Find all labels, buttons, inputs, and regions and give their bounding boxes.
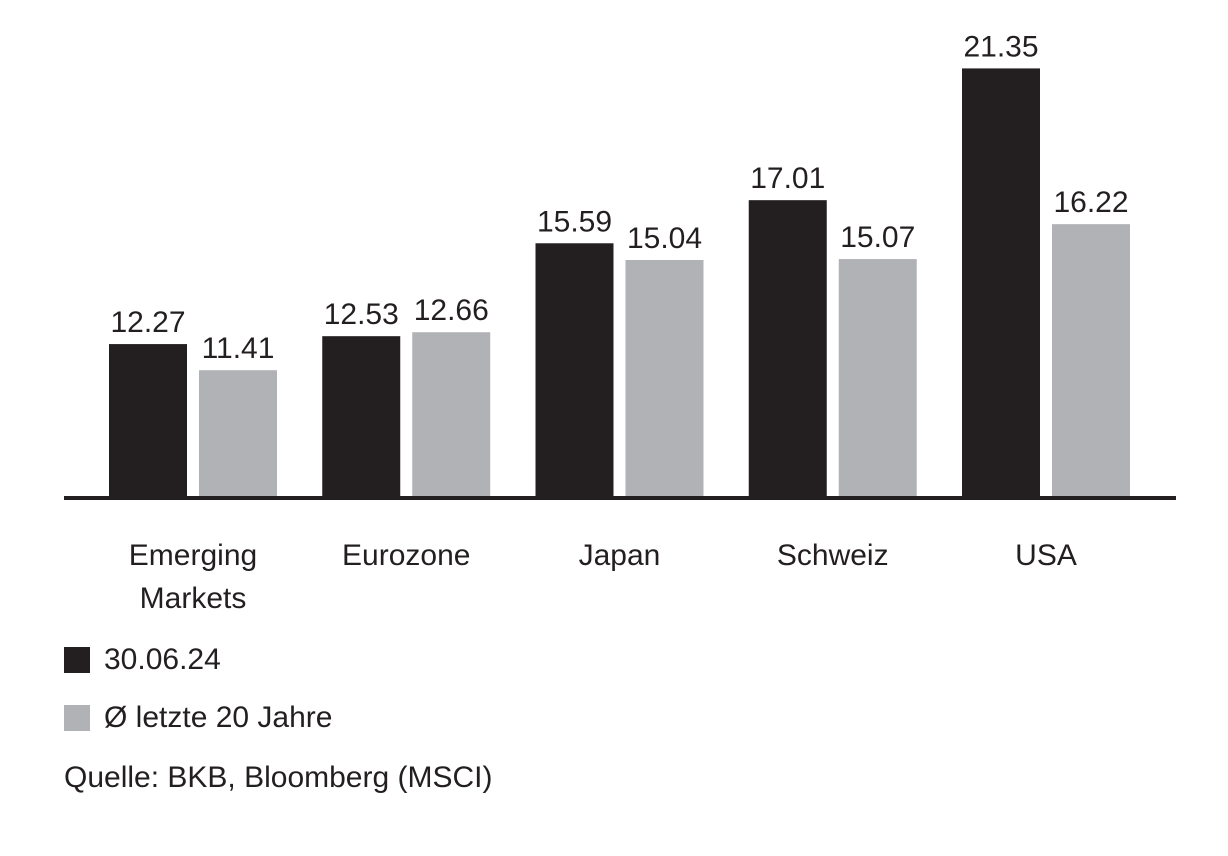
data-label-average-4: 16.22 bbox=[1053, 186, 1128, 219]
data-label-average-1: 12.66 bbox=[414, 294, 489, 327]
category-label-0: Emerging Markets bbox=[129, 539, 257, 615]
legend: 30.06.24 Ø letzte 20 Jahre bbox=[64, 640, 332, 756]
category-label-4: USA bbox=[1015, 539, 1077, 572]
bar-chart: 12.27 11.41 12.53 12.66 15.59 15.04 17.01 15.07… bbox=[64, 30, 1176, 615]
bar-current-2 bbox=[535, 243, 614, 498]
legend-label-current: 30.06.24 bbox=[104, 643, 221, 676]
bar-average-4 bbox=[1052, 224, 1130, 498]
bars-layer bbox=[109, 68, 1130, 498]
category-label-line: Schweiz bbox=[777, 539, 889, 572]
category-label-line: Japan bbox=[579, 539, 661, 572]
category-label-line: USA bbox=[1015, 539, 1077, 572]
bar-current-3 bbox=[748, 200, 827, 498]
data-label-current-4: 21.35 bbox=[963, 30, 1038, 63]
data-label-current-0: 12.27 bbox=[110, 306, 185, 339]
category-label-line: Markets bbox=[140, 582, 247, 615]
category-label-1: Eurozone bbox=[342, 539, 470, 572]
bar-current-1 bbox=[322, 336, 401, 498]
legend-swatch-current bbox=[64, 647, 90, 673]
bar-average-0 bbox=[199, 370, 277, 498]
category-label-3: Schweiz bbox=[777, 539, 889, 572]
data-label-average-2: 15.04 bbox=[627, 222, 702, 255]
category-label-line: Emerging bbox=[129, 539, 257, 572]
category-label-line: Eurozone bbox=[342, 539, 470, 572]
value-labels-layer: 12.27 11.41 12.53 12.66 15.59 15.04 17.01 15.07… bbox=[110, 30, 1128, 365]
bar-average-2 bbox=[625, 259, 704, 498]
legend-label-average: Ø letzte 20 Jahre bbox=[104, 701, 333, 734]
source-note: Quelle: BKB, Bloomberg (MSCI) bbox=[64, 761, 493, 794]
data-label-current-1: 12.53 bbox=[324, 298, 399, 331]
legend-item-current: 30.06.24 bbox=[64, 640, 332, 680]
data-label-average-3: 15.07 bbox=[840, 221, 915, 254]
category-labels-layer: Emerging Markets Eurozone Japan Schweiz USA bbox=[129, 539, 1077, 615]
legend-swatch-average bbox=[64, 705, 90, 731]
bar-current-4 bbox=[962, 68, 1040, 498]
category-label-2: Japan bbox=[579, 539, 661, 572]
data-label-current-2: 15.59 bbox=[537, 205, 612, 238]
bar-current-0 bbox=[109, 344, 187, 498]
data-label-average-0: 11.41 bbox=[202, 332, 275, 365]
bar-average-3 bbox=[838, 259, 917, 498]
legend-item-average: Ø letzte 20 Jahre bbox=[64, 698, 332, 738]
bar-average-1 bbox=[412, 332, 491, 498]
data-label-current-3: 17.01 bbox=[750, 162, 825, 195]
